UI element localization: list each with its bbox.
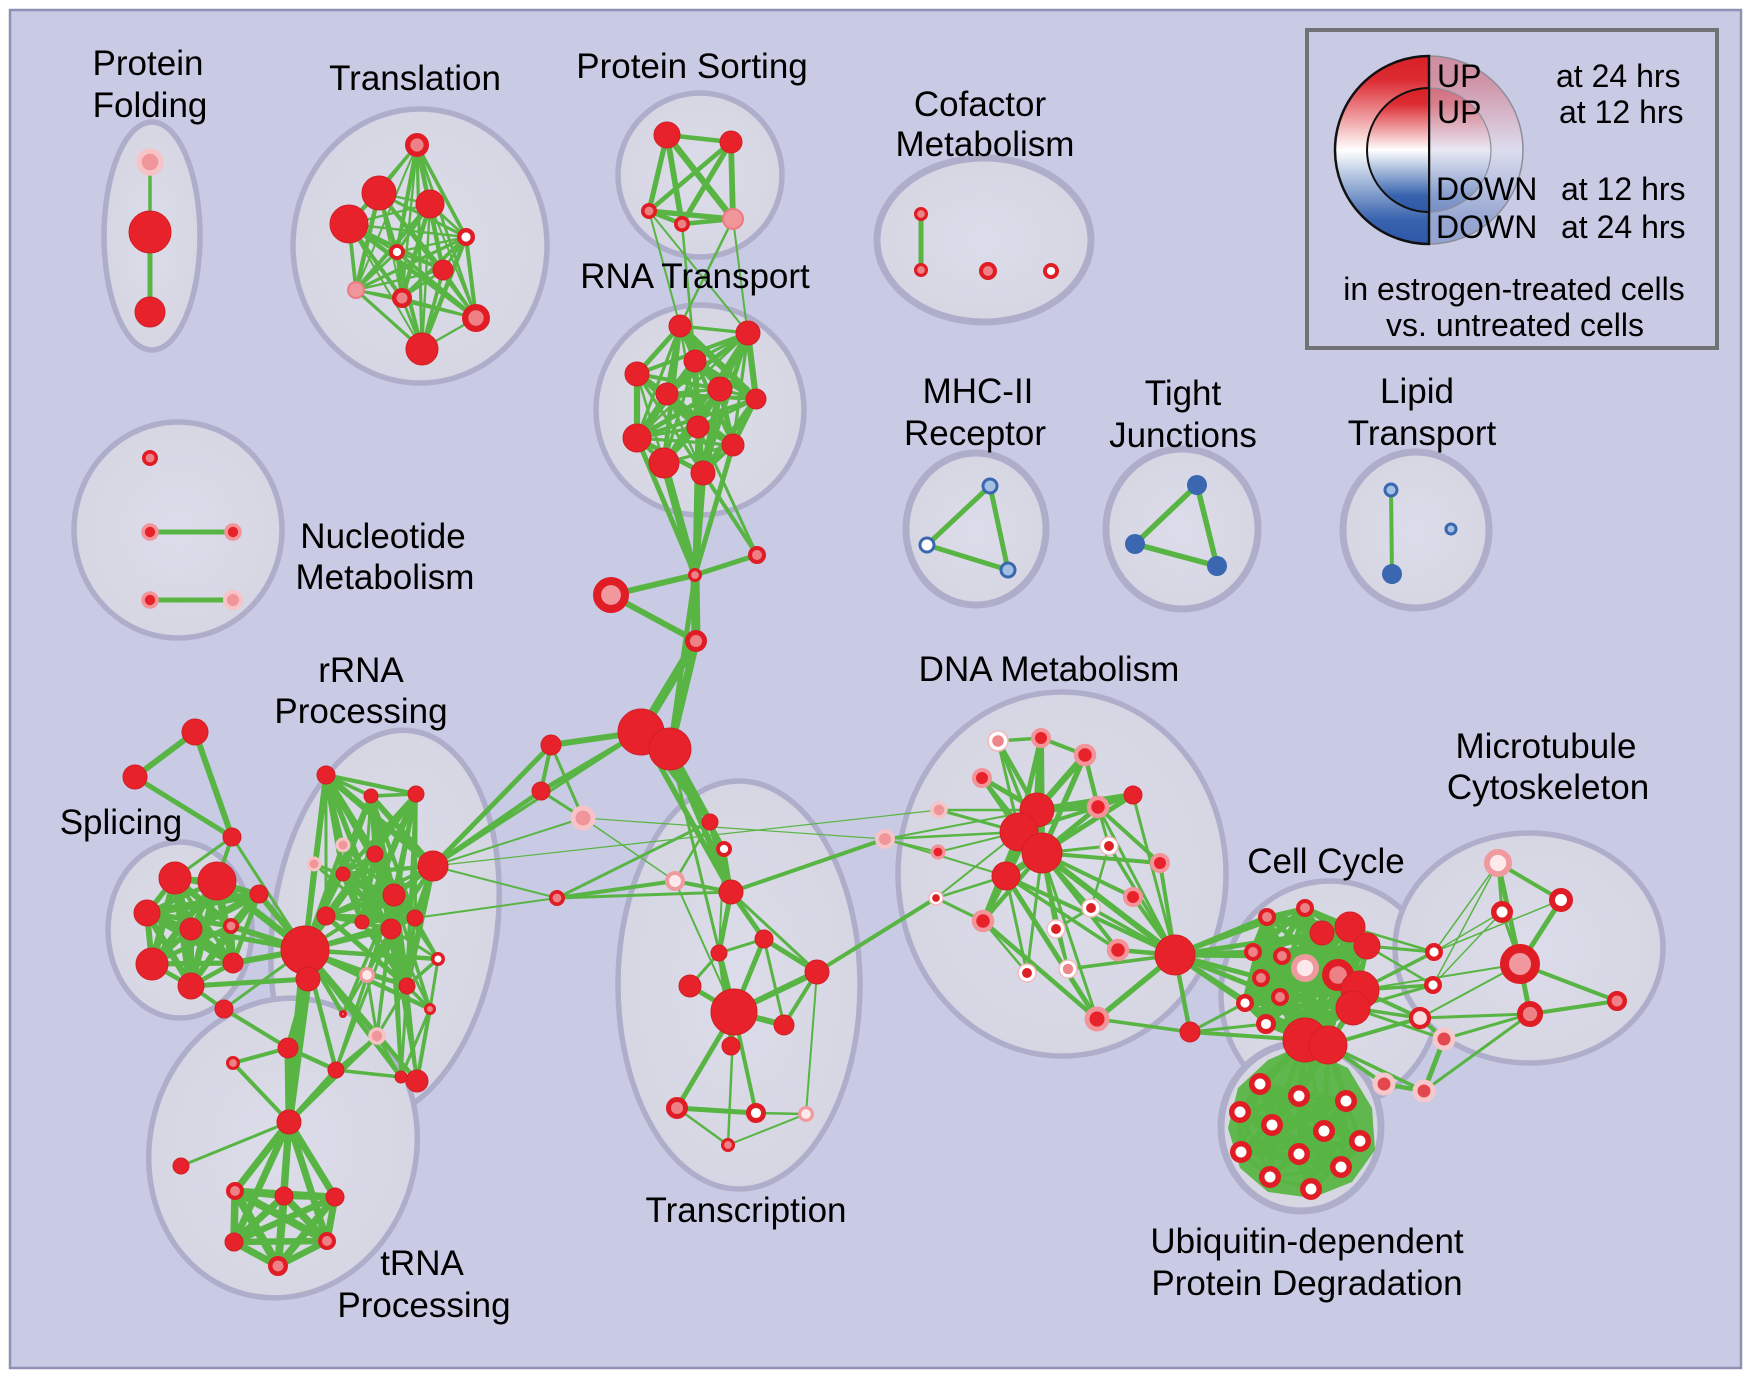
svg-text:DOWN: DOWN — [1436, 209, 1537, 245]
svg-text:DOWN: DOWN — [1436, 171, 1537, 207]
svg-text:MHC-II: MHC-II — [923, 372, 1034, 411]
svg-text:Protein: Protein — [93, 44, 204, 83]
svg-text:tRNA: tRNA — [380, 1244, 464, 1283]
svg-text:Microtubule: Microtubule — [1456, 727, 1637, 766]
svg-text:Cofactor: Cofactor — [914, 85, 1047, 124]
svg-text:DNA Metabolism: DNA Metabolism — [919, 650, 1180, 689]
svg-text:Cytoskeleton: Cytoskeleton — [1447, 768, 1649, 807]
svg-text:Splicing: Splicing — [60, 803, 183, 842]
svg-text:Cell Cycle: Cell Cycle — [1247, 842, 1405, 881]
svg-text:Processing: Processing — [337, 1286, 510, 1325]
svg-text:Receptor: Receptor — [904, 414, 1046, 453]
svg-text:Protein Sorting: Protein Sorting — [576, 47, 808, 86]
svg-text:Metabolism: Metabolism — [896, 125, 1075, 164]
svg-text:Tight: Tight — [1145, 374, 1222, 413]
svg-text:Metabolism: Metabolism — [296, 558, 475, 597]
svg-text:Transport: Transport — [1348, 414, 1497, 453]
svg-text:Translation: Translation — [329, 59, 501, 98]
svg-text:at 24 hrs: at 24 hrs — [1556, 58, 1681, 94]
svg-text:RNA Transport: RNA Transport — [580, 257, 810, 296]
svg-text:at 12 hrs: at 12 hrs — [1559, 94, 1684, 130]
svg-text:Folding: Folding — [93, 86, 208, 125]
svg-text:Junctions: Junctions — [1109, 416, 1257, 455]
svg-text:Lipid: Lipid — [1380, 372, 1454, 411]
svg-text:at 12 hrs: at 12 hrs — [1561, 171, 1686, 207]
svg-text:UP: UP — [1437, 58, 1481, 94]
svg-text:Ubiquitin-dependent: Ubiquitin-dependent — [1150, 1222, 1464, 1261]
svg-text:Transcription: Transcription — [646, 1191, 847, 1230]
svg-text:UP: UP — [1437, 94, 1481, 130]
svg-text:at 24 hrs: at 24 hrs — [1561, 209, 1686, 245]
svg-text:in estrogen-treated cells: in estrogen-treated cells — [1343, 271, 1685, 307]
svg-text:vs. untreated cells: vs. untreated cells — [1386, 307, 1644, 343]
svg-text:rRNA: rRNA — [318, 651, 404, 690]
svg-text:Protein Degradation: Protein Degradation — [1151, 1264, 1462, 1303]
svg-text:Nucleotide: Nucleotide — [300, 517, 465, 556]
svg-text:Processing: Processing — [274, 692, 447, 731]
